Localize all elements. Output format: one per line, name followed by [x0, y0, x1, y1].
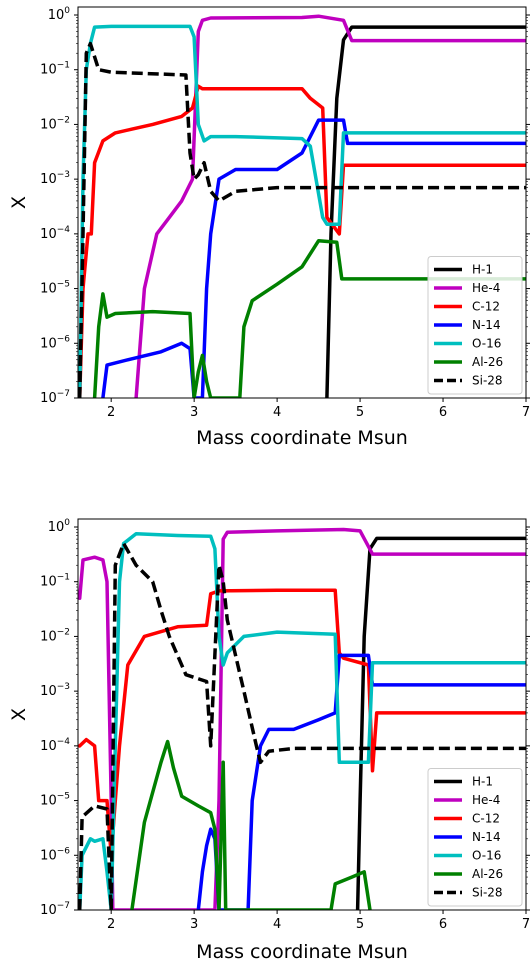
legend-label: Al-26 [472, 355, 503, 369]
y-tick-label: 10−7 [40, 389, 70, 406]
series-line-al-26 [130, 739, 372, 910]
y-tick-label: 10−5 [40, 792, 70, 809]
x-tick-label: 2 [107, 405, 115, 420]
series-line-al-26 [92, 238, 526, 398]
legend-label: H-1 [472, 775, 493, 789]
series-line-si-28 [78, 541, 526, 910]
y-tick-label: 100 [48, 6, 71, 23]
series-line-o-16 [78, 532, 526, 910]
x-tick-label: 6 [439, 917, 447, 932]
legend-label: C-12 [472, 812, 500, 826]
y-tick-label: 10−7 [40, 901, 70, 918]
y-tick-label: 10−6 [40, 334, 70, 351]
legend-box [427, 256, 523, 395]
x-tick-label: 4 [273, 917, 281, 932]
legend-label: O-16 [472, 337, 501, 351]
series-line-si-28 [78, 41, 526, 398]
legend-box [427, 768, 523, 907]
x-tick-label: 5 [356, 405, 364, 420]
chart-top: 2 3 4 5 6 7 10−7 10−6 10−5 10−4 10−3 10−2 10−1 100 Mas… [8, 6, 530, 449]
x-tick-label: 7 [522, 917, 530, 932]
x-tick-label: 4 [273, 405, 281, 420]
x-tick-label: 6 [439, 405, 447, 420]
series-line-he-4 [134, 14, 526, 398]
series-line-h-1 [355, 536, 526, 910]
y-tick-label: 10−2 [40, 627, 70, 644]
x-tick-label: 7 [522, 405, 530, 420]
legend-label: He-4 [472, 793, 500, 807]
y-tick-label: 10−3 [40, 170, 70, 187]
y-tick-label: 10−5 [40, 280, 70, 297]
plot-frame [77, 6, 527, 399]
y-tick-label: 10−4 [40, 225, 70, 242]
plot-area [78, 14, 526, 398]
y-tick-label: 10−1 [40, 61, 70, 78]
x-tick-label: 2 [107, 917, 115, 932]
x-axis-label: Mass coordinate Msun [196, 427, 408, 449]
legend-label: Al-26 [472, 867, 503, 881]
y-axis-label: X [8, 196, 30, 209]
y-tick-label: 10−4 [40, 737, 70, 754]
plot-area [78, 527, 526, 910]
series-line-n-14 [101, 118, 526, 398]
legend-label: O-16 [472, 849, 501, 863]
legend-label: N-14 [472, 318, 501, 332]
series-line-h-1 [325, 25, 526, 398]
series-line-he-4 [78, 527, 526, 910]
legend-label: Si-28 [472, 374, 503, 388]
y-tick-label: 10−2 [40, 115, 70, 132]
y-tick-label: 10−3 [40, 682, 70, 699]
legend-label: H-1 [472, 263, 493, 277]
series-line-c-12 [78, 588, 526, 858]
legend: H-1 He-4 C-12 N-14 O-16 Al-26 Si-28 [427, 256, 523, 395]
legend-label: Si-28 [472, 886, 503, 900]
series-line-n-14 [196, 653, 526, 910]
x-tick-label: 5 [356, 917, 364, 932]
series-line-c-12 [78, 84, 526, 398]
plot-frame [77, 518, 527, 911]
chart-bottom: 2 3 4 5 6 7 10−7 10−6 10−5 10−4 10−3 10−2 10−1 100 Mas… [8, 518, 530, 963]
y-tick-label: 10−6 [40, 846, 70, 863]
x-axis-label: Mass coordinate Msun [196, 941, 408, 963]
y-tick-label: 10−1 [40, 573, 70, 590]
x-tick-label: 3 [190, 405, 198, 420]
legend: H-1 He-4 C-12 N-14 O-16 Al-26 Si-28 [427, 768, 523, 907]
legend-label: N-14 [472, 830, 501, 844]
y-axis-label: X [8, 708, 30, 721]
y-tick-label: 100 [48, 518, 71, 535]
x-tick-label: 3 [190, 917, 198, 932]
legend-label: C-12 [472, 300, 500, 314]
legend-label: He-4 [472, 281, 500, 295]
